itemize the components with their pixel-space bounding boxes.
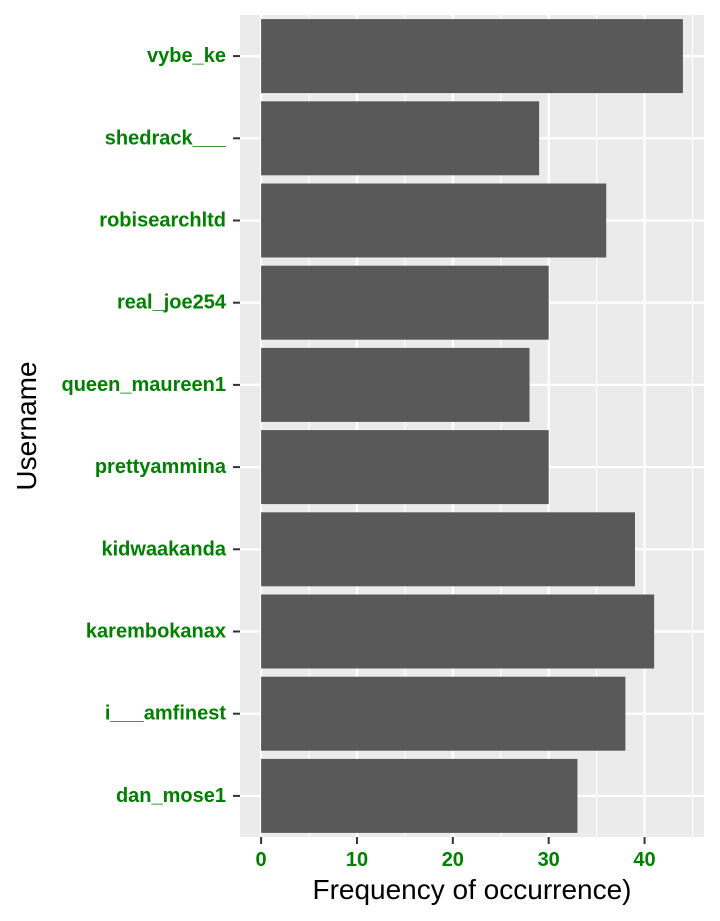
bar-queen_maureen1 — [261, 347, 530, 422]
bars — [261, 19, 683, 833]
y-tick-label: dan_mose1 — [116, 785, 226, 807]
bar-shedrack___ — [261, 101, 540, 176]
x-axis-title: Frequency of occurrence) — [312, 874, 631, 905]
x-tick-label: 40 — [633, 849, 655, 871]
bar-robisearchltd — [261, 183, 607, 258]
x-tick-label: 30 — [538, 849, 560, 871]
y-tick-label: real_joe254 — [117, 292, 227, 314]
x-tick-label: 20 — [442, 849, 464, 871]
bar-i___amfinest — [261, 676, 626, 751]
y-axis-title: Username — [11, 361, 42, 490]
bar-real_joe254 — [261, 265, 549, 340]
x-tick-label: 10 — [346, 849, 368, 871]
bar-vybe_ke — [261, 19, 683, 94]
y-tick-label: robisearchltd — [99, 210, 226, 232]
y-tick-label: vybe_ke — [147, 45, 226, 67]
y-tick-label: shedrack___ — [105, 127, 227, 149]
bar-kidwaakanda — [261, 512, 635, 587]
bar-dan_mose1 — [261, 758, 578, 833]
y-axis: vybe_ke shedrack___ robisearchltd real_joe2… — [61, 45, 240, 807]
y-tick-label: prettyammina — [95, 456, 227, 478]
bar-prettyammina — [261, 430, 549, 505]
y-tick-label: karembokanax — [86, 621, 226, 643]
y-tick-label: kidwaakanda — [101, 538, 226, 560]
y-tick-label: queen_maureen1 — [61, 374, 226, 396]
bar-karembokanax — [261, 594, 655, 669]
x-axis: 0 10 20 30 40 — [256, 837, 656, 871]
x-tick-label: 0 — [256, 849, 267, 871]
y-tick-label: i___amfinest — [105, 703, 227, 725]
